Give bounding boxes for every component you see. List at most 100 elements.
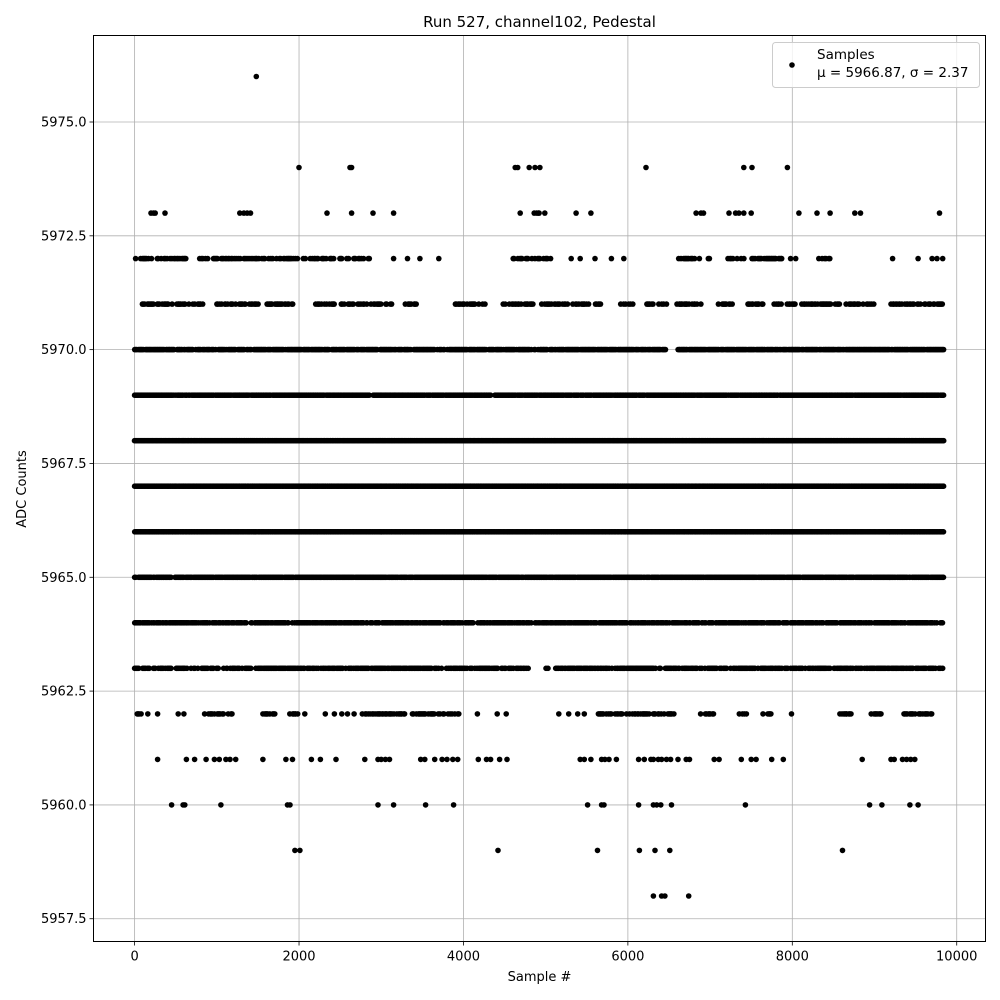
data-point bbox=[564, 301, 571, 307]
data-point bbox=[247, 210, 254, 216]
data-point bbox=[650, 301, 656, 307]
data-point bbox=[696, 255, 703, 262]
data-point bbox=[517, 210, 523, 216]
data-point bbox=[748, 210, 754, 216]
data-point bbox=[856, 301, 862, 307]
data-point bbox=[413, 301, 420, 307]
data-point bbox=[915, 255, 921, 262]
data-point bbox=[940, 483, 947, 490]
data-point bbox=[214, 255, 221, 262]
data-point bbox=[388, 301, 395, 307]
data-point bbox=[929, 255, 935, 262]
data-point bbox=[792, 301, 798, 307]
data-point bbox=[199, 301, 206, 307]
data-point bbox=[324, 210, 330, 216]
data-point bbox=[537, 164, 543, 171]
data-point bbox=[261, 255, 268, 262]
data-point bbox=[749, 164, 755, 171]
data-point bbox=[390, 255, 397, 262]
data-point bbox=[715, 301, 722, 307]
data-point bbox=[939, 301, 946, 307]
data-point bbox=[330, 255, 337, 262]
data-point bbox=[741, 164, 747, 171]
data-point bbox=[242, 301, 249, 307]
data-point bbox=[663, 301, 670, 307]
data-point bbox=[778, 301, 784, 307]
data-point bbox=[693, 210, 699, 216]
chart-title: Run 527, channel102, Pedestal bbox=[423, 13, 656, 31]
data-point bbox=[726, 210, 732, 216]
data-point bbox=[348, 164, 355, 171]
data-point bbox=[404, 255, 411, 262]
data-point bbox=[698, 301, 704, 307]
data-point bbox=[526, 164, 532, 171]
data-point bbox=[253, 73, 260, 80]
data-point bbox=[436, 255, 442, 262]
data-point bbox=[792, 255, 799, 262]
data-point bbox=[588, 210, 594, 216]
data-point bbox=[836, 301, 843, 307]
data-point bbox=[741, 255, 747, 262]
data-point bbox=[341, 301, 348, 307]
data-point bbox=[827, 255, 833, 262]
data-point bbox=[940, 346, 947, 353]
data-point bbox=[706, 255, 713, 262]
data-point bbox=[827, 301, 834, 307]
data-point bbox=[476, 301, 482, 307]
data-point bbox=[150, 301, 157, 307]
data-point bbox=[814, 210, 820, 216]
data-point bbox=[294, 255, 301, 262]
data-point bbox=[608, 255, 615, 262]
data-point bbox=[360, 255, 367, 262]
data-point bbox=[936, 210, 943, 216]
data-point bbox=[514, 164, 521, 171]
data-point bbox=[350, 301, 357, 307]
data-point bbox=[934, 255, 940, 262]
data-point bbox=[289, 301, 296, 307]
data-point bbox=[585, 301, 592, 307]
data-point bbox=[378, 301, 384, 307]
data-point bbox=[852, 210, 858, 216]
data-points bbox=[131, 73, 947, 899]
data-point bbox=[186, 301, 192, 307]
data-point bbox=[542, 210, 548, 216]
data-point bbox=[630, 301, 636, 307]
data-point bbox=[662, 346, 669, 353]
data-point bbox=[364, 301, 370, 307]
data-point bbox=[734, 255, 740, 262]
data-point bbox=[643, 164, 649, 171]
data-point bbox=[315, 255, 321, 262]
data-point bbox=[889, 255, 896, 262]
data-point bbox=[390, 210, 397, 216]
data-point bbox=[530, 301, 536, 307]
data-point bbox=[621, 255, 627, 262]
data-point bbox=[592, 255, 598, 262]
data-point bbox=[183, 255, 189, 262]
data-point bbox=[940, 392, 947, 399]
data-point bbox=[730, 255, 736, 262]
data-point bbox=[940, 437, 947, 444]
data-point bbox=[871, 301, 877, 307]
data-point bbox=[917, 301, 924, 307]
data-point bbox=[787, 255, 794, 262]
data-point bbox=[736, 210, 742, 216]
data-point bbox=[700, 210, 707, 216]
data-point bbox=[857, 210, 864, 216]
data-point bbox=[536, 210, 542, 216]
data-point bbox=[169, 301, 175, 307]
data-point bbox=[939, 255, 946, 262]
data-point bbox=[152, 210, 158, 216]
data-point bbox=[417, 255, 423, 262]
data-point bbox=[532, 164, 538, 171]
data-point bbox=[323, 255, 329, 262]
data-point bbox=[237, 210, 243, 216]
data-point bbox=[760, 301, 766, 307]
data-point bbox=[331, 301, 338, 307]
data-point bbox=[255, 301, 261, 307]
data-point bbox=[568, 255, 574, 262]
data-point bbox=[370, 210, 376, 216]
data-point bbox=[162, 210, 168, 216]
data-point bbox=[302, 255, 309, 262]
